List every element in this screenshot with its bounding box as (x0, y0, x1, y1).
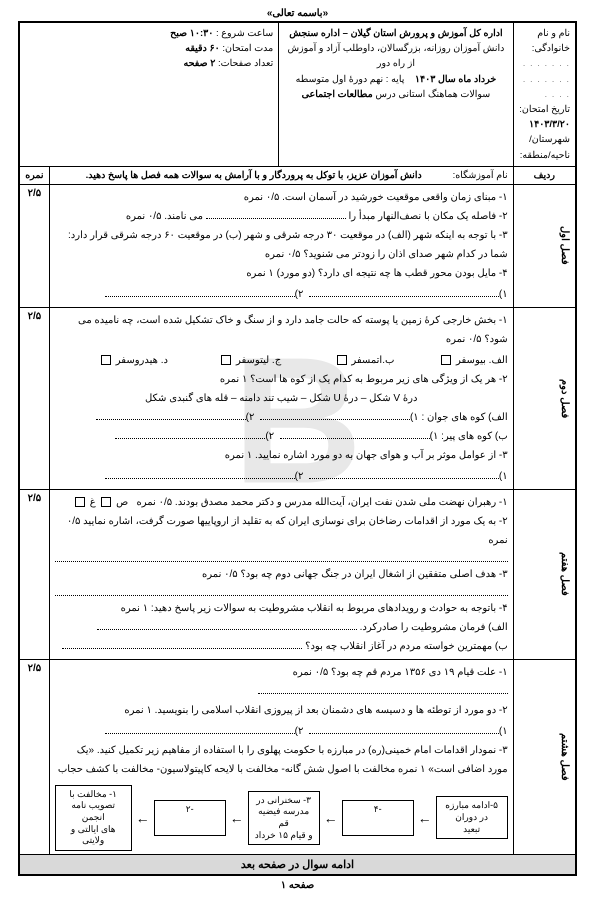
section-2-score: ۲/۵ (19, 307, 49, 489)
dur-value: ۶۰ دقیقه (185, 43, 219, 54)
start-value: ۱۰:۳۰ صبح (170, 28, 213, 39)
term: خرداد ماه سال ۱۴۰۳ (415, 74, 496, 85)
s7-q3: ۳- هدف اصلی متفقین از اشغال ایران در جنگ… (55, 565, 508, 584)
arrow-icon: ← (136, 805, 150, 832)
instruction: نام آموزشگاه: دانش آموزان عزیز، با توکل … (49, 166, 513, 184)
s2-q2b: ب) کوه های پیر: ۱) (430, 431, 508, 442)
s7-q1: ۱- رهبران نهضت ملی شدن نفت ایران، آیت‌ال… (137, 497, 508, 508)
checkbox[interactable] (441, 355, 451, 365)
section-7-body: ۱- رهبران نهضت ملی شدن نفت ایران، آیت‌ال… (49, 489, 513, 659)
checkbox[interactable] (101, 355, 111, 365)
section-2-body: ۱- بخش خارجی کرهٔ زمین یا پوسته که حالت … (49, 307, 513, 489)
s2-oc: ج. لیتوسفر (236, 355, 281, 366)
section-1-score: ۲/۵ (19, 184, 49, 307)
header-mid: اداره کل آموزش و پرورش استان گیلان – ادا… (279, 22, 513, 166)
section-2-label: فصل دوم (513, 307, 576, 489)
section-8-label: فصل هشتم (513, 659, 576, 854)
org-line2: دانش آموزان روزانه، بزرگسالان، داوطلب آز… (284, 41, 507, 71)
s2-q2b2: ۲) (265, 431, 274, 442)
exam-type: سوالات هماهنگ استانی درس (375, 89, 490, 100)
s2-sub1: ۱) (499, 471, 508, 482)
s7-q4: ۴- باتوجه به حوادث و رویدادهای مربوط به … (55, 599, 508, 618)
name-dots: . . . . . . . . . . . . . . . . . . (519, 56, 570, 102)
section-8-body: ۱- علت قیام ۱۹ دی ۱۳۵۶ مردم قم چه بود؟ ۰… (49, 659, 513, 854)
continue-notice: ادامه سوال در صفحه بعد (19, 855, 576, 876)
s8-q3: ۳- نمودار اقدامات امام خمینی(ره) در مبار… (55, 741, 508, 779)
grade: پایه : نهم دورهٔ اول متوسطه (296, 74, 405, 85)
s1-q3: ۳- با توجه به اینکه شهر (الف) در موقعیت … (55, 226, 508, 264)
s2-q2a: الف) کوه های جوان : ۱) (410, 412, 508, 423)
s2-q2: ۲- هر یک از ویژگی های زیر مربوط به کدام … (55, 370, 508, 389)
s2-q3: ۳- از عوامل موثر بر آب و هوای جهان به دو… (55, 446, 508, 465)
dur-label: مدت امتحان: (222, 43, 273, 54)
school-label: نام آموزشگاه: (453, 170, 508, 181)
section-8-score: ۲/۵ (19, 659, 49, 854)
s2-q2a2: ۲) (246, 412, 255, 423)
subject: مطالعات اجتماعی (302, 89, 373, 100)
s7-ghal: غ (90, 497, 96, 508)
instruction-text: دانش آموزان عزیز، با توکل به پروردگار و … (55, 170, 453, 181)
s1-sub2: ۲) (295, 289, 304, 300)
section-1-body: ۱- مبنای زمان واقعی موقعیت خورشید در آسم… (49, 184, 513, 307)
flow-box-1: ۱- مخالفت با تصویب نامه انجمن های ایالتی… (55, 785, 132, 851)
arrow-icon: ← (418, 805, 432, 832)
arrow-icon: ← (324, 805, 338, 832)
checkbox[interactable] (221, 355, 231, 365)
flowchart: ۵-ادامه مبارزه در دوران تبعید ← -۴ ← ۳- … (55, 785, 508, 851)
date-value: ۱۴۰۳/۳/۲۰ (529, 119, 570, 130)
org-line1: اداره کل آموزش و پرورش استان گیلان – ادا… (284, 26, 507, 41)
start-label: ساعت شروع : (216, 28, 273, 39)
section-7-score: ۲/۵ (19, 489, 49, 659)
checkbox[interactable] (75, 497, 85, 507)
bismillah: «باسمه تعالی» (18, 8, 577, 19)
exam-table: نام و نام خانوادگی: . . . . . . . . . . … (18, 21, 577, 876)
s7-sah: ص (116, 497, 128, 508)
s2-q2line: درهٔ V شکل – درهٔ U شکل – شیب تند دامنه … (55, 389, 508, 408)
col-radif-header: ردیف (513, 166, 576, 184)
pages-value: ۲ صفحه (184, 58, 216, 69)
s7-q2: ۲- به یک مورد از اقدامات رضاخان برای نوس… (55, 512, 508, 550)
s2-od: د. هیدروسفر (116, 355, 168, 366)
s2-oa: الف. بیوسفر (456, 355, 508, 366)
checkbox[interactable] (337, 355, 347, 365)
s8-sub1: ۱) (499, 726, 508, 737)
section-7-label: فصل هفتم (513, 489, 576, 659)
s1-sub1: ۱) (499, 289, 508, 300)
s1-q2a: ۲- فاصله یک مکان با نصف‌النهار مبدأ را (349, 211, 508, 222)
section-1-label: فصل اول (513, 184, 576, 307)
arrow-icon: ← (230, 805, 244, 832)
flow-box-4: -۴ (342, 800, 414, 836)
s1-q4: ۴- مایل بودن محور قطب ها چه نتیجه ای دار… (55, 264, 508, 283)
s2-sub2: ۲) (295, 471, 304, 482)
date-label: تاریخ امتحان: (519, 104, 570, 115)
s1-q1: ۱- مبنای زمان واقعی موقعیت خورشید در آسم… (55, 188, 508, 207)
s1-q2b: می نامند. ۰/۵ نمره (126, 211, 203, 222)
flow-box-3: ۳- سخنرانی در مدرسه فیضیه قم و قیام ۱۵ خ… (248, 791, 320, 846)
s8-q2: ۲- دو مورد از توطئه ها و دسیسه های دشمنا… (55, 701, 508, 720)
s7-q4a: الف) فرمان مشروطیت را صادرکرد. (360, 622, 508, 633)
flow-box-2: -۲ (154, 800, 226, 836)
region-label: شهرستان/ناحیه/منطقه: (519, 132, 570, 162)
s8-q1: ۱- علت قیام ۱۹ دی ۱۳۵۶ مردم قم چه بود؟ ۰… (293, 667, 508, 678)
col-score-header: نمره (19, 166, 49, 184)
s2-ob: ب.اتمسفر (351, 355, 394, 366)
s2-q1: ۱- بخش خارجی کرهٔ زمین یا پوسته که حالت … (55, 311, 508, 349)
header-right: نام و نام خانوادگی: . . . . . . . . . . … (513, 22, 576, 166)
page-footer: صفحه ۱ (18, 880, 577, 891)
header-left: ساعت شروع : ۱۰:۳۰ صبح مدت امتحان: ۶۰ دقی… (19, 22, 279, 166)
s7-q4b: ب) مهمترین خواسته مردم در آغاز انقلاب چه… (305, 641, 507, 652)
pages-label: تعداد صفحات: (218, 58, 273, 69)
name-label: نام و نام خانوادگی: (532, 28, 570, 54)
s8-sub2: ۲) (295, 726, 304, 737)
checkbox[interactable] (101, 497, 111, 507)
flow-box-5: ۵-ادامه مبارزه در دوران تبعید (436, 796, 508, 839)
